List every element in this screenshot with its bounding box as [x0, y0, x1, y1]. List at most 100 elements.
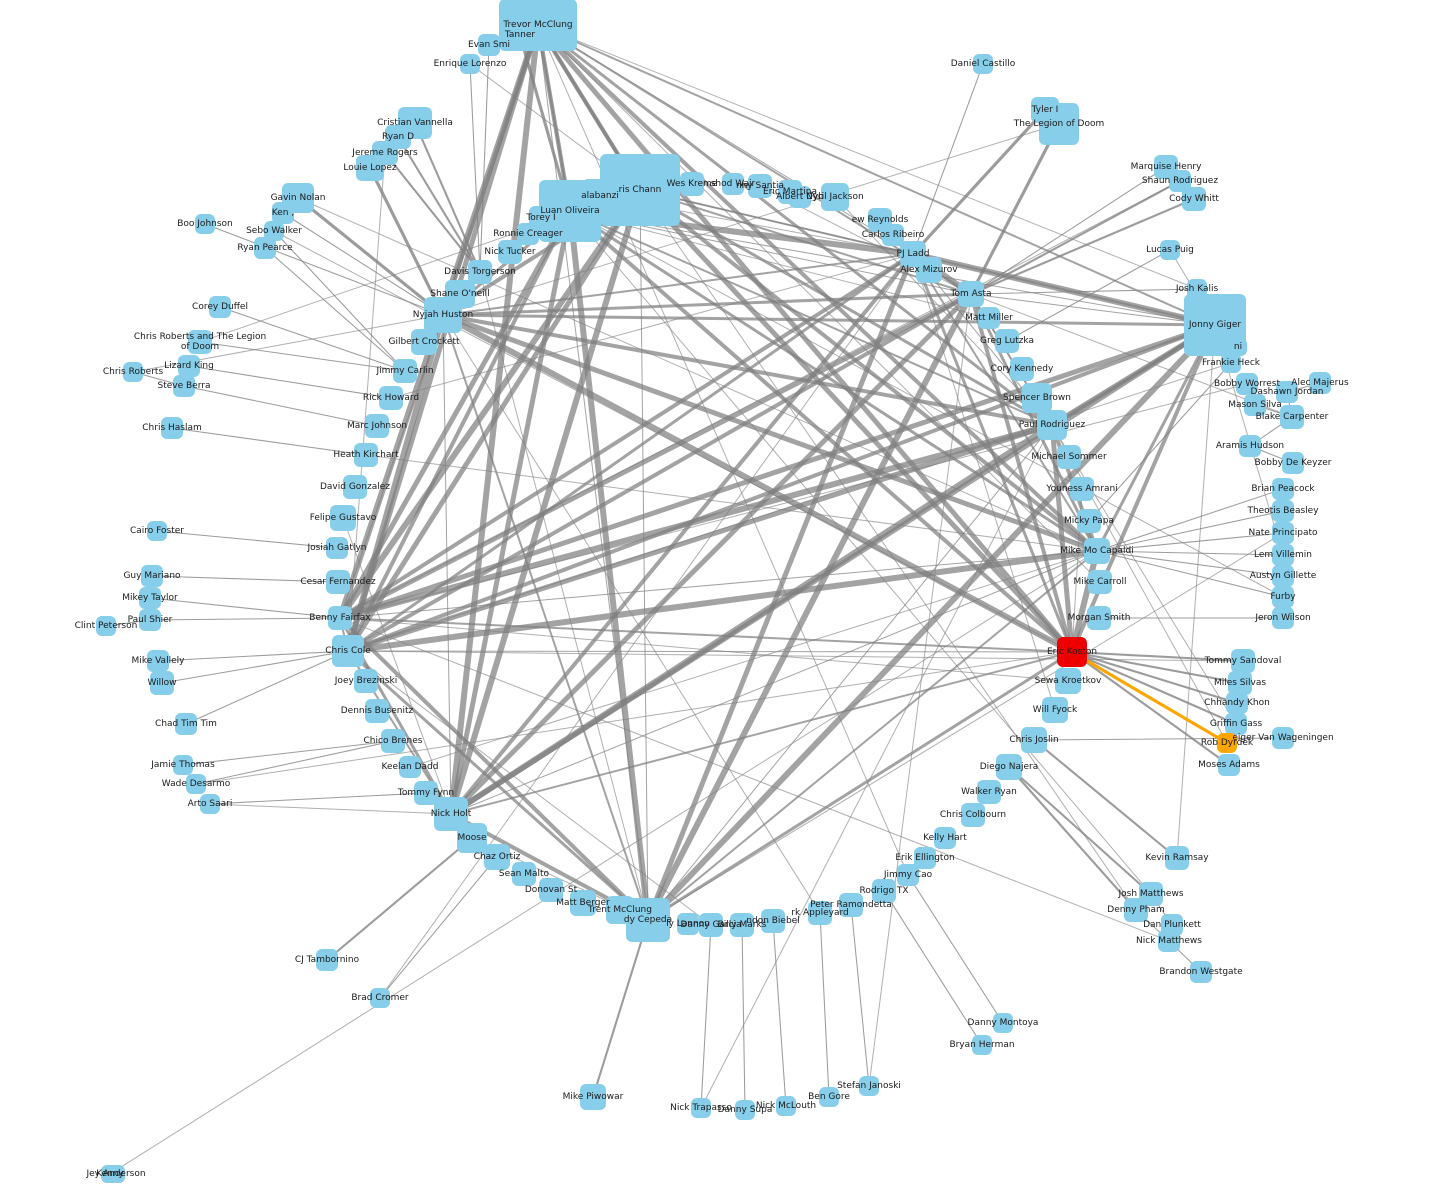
graph-node[interactable] — [1272, 478, 1294, 500]
graph-node[interactable] — [1037, 410, 1067, 440]
graph-node[interactable] — [1272, 544, 1294, 566]
graph-node[interactable] — [916, 257, 942, 283]
graph-node[interactable] — [326, 570, 350, 594]
graph-node[interactable] — [139, 609, 161, 631]
graph-node[interactable] — [175, 713, 197, 735]
graph-node[interactable] — [332, 635, 364, 667]
graph-node[interactable] — [722, 173, 744, 195]
graph-node[interactable] — [978, 307, 1000, 329]
graph-node[interactable] — [393, 359, 417, 383]
graph-node[interactable] — [147, 650, 169, 672]
graph-node[interactable] — [995, 329, 1019, 353]
graph-node[interactable] — [776, 1096, 796, 1116]
graph-node[interactable] — [498, 240, 522, 264]
graph-node[interactable] — [1231, 649, 1255, 673]
graph-node[interactable] — [897, 864, 919, 886]
graph-node[interactable] — [1088, 570, 1112, 594]
graph-node[interactable] — [1239, 435, 1261, 457]
graph-node[interactable] — [1309, 372, 1331, 394]
graph-node[interactable] — [478, 34, 500, 56]
graph-node[interactable] — [365, 699, 389, 723]
graph-node[interactable] — [200, 794, 220, 814]
graph-node[interactable] — [1055, 668, 1081, 694]
graph-node[interactable] — [1221, 353, 1241, 373]
graph-node[interactable] — [761, 909, 785, 933]
graph-node[interactable] — [1160, 240, 1180, 260]
graph-node[interactable] — [1182, 187, 1206, 211]
graph-node[interactable] — [484, 844, 510, 870]
graph-node[interactable] — [1228, 671, 1252, 695]
graph-node[interactable] — [914, 847, 936, 869]
graph-node[interactable] — [958, 281, 984, 307]
graph-node[interactable] — [1272, 586, 1294, 608]
graph-node[interactable] — [254, 237, 276, 259]
graph-node[interactable] — [859, 1076, 879, 1096]
graph-node[interactable] — [977, 780, 1001, 804]
graph-node[interactable] — [173, 755, 193, 775]
graph-node[interactable] — [1272, 565, 1294, 587]
graph-node[interactable] — [424, 297, 462, 333]
graph-node[interactable] — [1077, 509, 1101, 533]
graph-node[interactable] — [330, 505, 356, 531]
graph-node[interactable] — [1021, 727, 1047, 753]
graph-node[interactable] — [1070, 477, 1094, 501]
graph-node[interactable] — [570, 890, 596, 916]
graph-node[interactable] — [872, 879, 896, 903]
graph-node[interactable] — [1217, 733, 1237, 753]
graph-node[interactable] — [691, 1098, 711, 1118]
graph-node[interactable] — [1158, 930, 1180, 952]
graph-node[interactable] — [1057, 445, 1081, 469]
graph-node[interactable] — [147, 521, 167, 541]
graph-node[interactable] — [680, 172, 704, 196]
graph-node[interactable] — [972, 1035, 992, 1055]
graph-node[interactable] — [328, 606, 352, 630]
graph-node[interactable] — [96, 616, 116, 636]
graph-node[interactable] — [626, 898, 670, 942]
graph-node[interactable] — [839, 893, 863, 917]
graph-node[interactable] — [139, 587, 161, 609]
graph-node[interactable] — [1226, 692, 1248, 714]
graph-node[interactable] — [512, 862, 536, 886]
graph-node[interactable] — [1165, 846, 1189, 870]
graph-node[interactable] — [1010, 357, 1034, 381]
graph-node[interactable] — [808, 901, 832, 925]
graph-node[interactable] — [504, 21, 536, 49]
graph-node[interactable] — [789, 186, 811, 208]
graph-node[interactable] — [934, 827, 956, 849]
graph-node[interactable] — [365, 414, 389, 438]
graph-node[interactable] — [107, 1165, 125, 1183]
graph-node[interactable] — [1124, 898, 1148, 922]
graph-node[interactable] — [539, 180, 601, 242]
graph-node[interactable] — [209, 296, 231, 318]
graph-node[interactable] — [457, 823, 487, 853]
graph-node[interactable] — [993, 1013, 1013, 1033]
graph-node[interactable] — [356, 155, 384, 181]
graph-node[interactable] — [748, 174, 772, 198]
graph-node[interactable] — [580, 1084, 606, 1110]
graph-node[interactable] — [195, 214, 215, 234]
graph-node[interactable] — [460, 54, 480, 74]
graph-node[interactable] — [343, 475, 367, 499]
graph-node[interactable] — [161, 417, 183, 439]
graph-node[interactable] — [961, 803, 985, 827]
graph-node[interactable] — [1282, 452, 1304, 474]
graph-node[interactable] — [326, 537, 348, 559]
graph-node[interactable] — [1280, 405, 1304, 429]
graph-node[interactable] — [1042, 697, 1068, 723]
graph-node[interactable] — [272, 202, 294, 224]
graph-node[interactable] — [1084, 538, 1110, 564]
graph-node[interactable] — [1039, 103, 1079, 145]
graph-node[interactable] — [1229, 338, 1247, 356]
graph-node[interactable] — [819, 1087, 839, 1107]
graph-node[interactable] — [381, 729, 405, 753]
graph-node[interactable] — [1190, 961, 1212, 983]
graph-node[interactable] — [123, 362, 143, 382]
graph-node[interactable] — [186, 774, 206, 794]
graph-node[interactable] — [354, 669, 378, 693]
graph-node[interactable] — [1022, 383, 1052, 413]
graph-node[interactable] — [264, 221, 284, 241]
graph-node[interactable] — [996, 754, 1022, 780]
graph-node[interactable] — [379, 386, 403, 410]
graph-node[interactable] — [539, 878, 563, 902]
